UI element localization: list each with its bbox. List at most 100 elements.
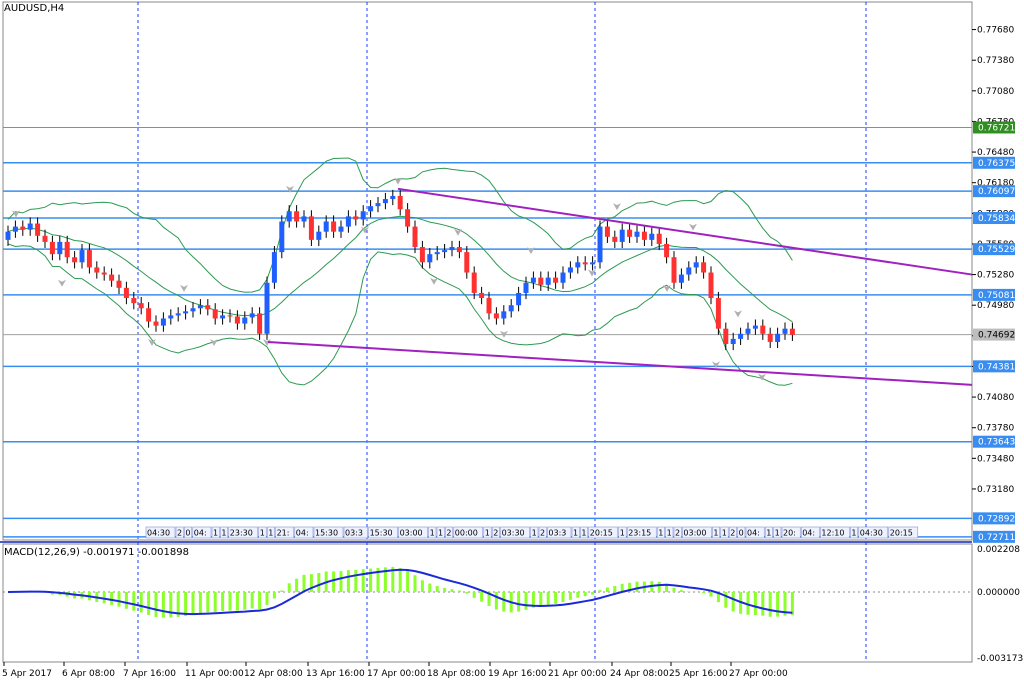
fractal-arrow-marker: [180, 284, 188, 292]
level-price-label: 0.75529: [978, 245, 1015, 255]
session-label-box: [228, 526, 259, 539]
level-price-label: 0.76375: [978, 159, 1015, 169]
session-label: 03:30: [502, 529, 525, 538]
candle-body: [257, 313, 263, 334]
candle-body: [27, 223, 33, 230]
channel-lower-trendline: [267, 340, 973, 386]
session-label-box: [850, 526, 859, 539]
candle-body: [390, 195, 396, 200]
candle-body: [582, 262, 588, 265]
session-label: 1: [573, 529, 578, 538]
fractal-arrow-marker: [361, 226, 369, 234]
candle-body: [456, 247, 462, 253]
session-label-box: [858, 526, 889, 539]
candle-body: [590, 262, 596, 265]
candle-body: [12, 226, 18, 232]
fractal-arrow-marker: [394, 177, 402, 185]
session-label-box: [673, 526, 682, 539]
candle-body: [789, 328, 795, 335]
time-axis-label: 27 Apr 00:00: [729, 669, 788, 679]
session-label: 1: [722, 529, 727, 538]
candle-body: [42, 235, 48, 242]
session-label: 00:00: [455, 529, 478, 538]
session-label-box: [294, 526, 314, 539]
candle-body: [72, 257, 78, 263]
session-label: 23:15: [628, 529, 651, 538]
candle-body: [360, 211, 366, 220]
candle-body: [538, 277, 544, 285]
time-axis-label: 18 Apr 08:00: [427, 669, 486, 679]
level-price-tag: [973, 243, 1015, 256]
candle-body: [449, 247, 455, 251]
session-label: 04:30: [860, 529, 883, 538]
candle-body: [279, 221, 285, 253]
candle-body: [353, 216, 359, 220]
session-label-box: [145, 526, 176, 539]
price-tick-label: 0.76180: [977, 179, 1014, 189]
candle-body: [131, 298, 137, 304]
candle-body: [242, 317, 248, 324]
candle-body: [752, 325, 758, 329]
session-label: 1: [268, 529, 273, 538]
session-label-box: [538, 526, 547, 539]
fractal-arrow-marker: [454, 228, 462, 236]
session-label-box: [184, 526, 193, 539]
session-label-box: [453, 526, 484, 539]
time-axis-label: 12 Apr 08:00: [244, 669, 303, 679]
candle-body: [323, 221, 329, 232]
session-label-box: [781, 526, 801, 539]
session-label-box: [580, 526, 589, 539]
candle-body: [634, 231, 640, 237]
fractal-arrow-marker: [430, 277, 438, 285]
fractal-arrow-marker: [500, 330, 508, 338]
session-label: 1: [221, 529, 226, 538]
fractal-arrow-marker: [263, 338, 271, 346]
session-label: 0: [185, 529, 190, 538]
session-label-box: [682, 526, 712, 539]
candle-body: [123, 287, 129, 299]
session-label: 1: [213, 529, 218, 538]
candle-body: [316, 231, 322, 240]
session-label-box: [764, 526, 773, 539]
candle-body: [286, 211, 292, 222]
session-label-box: [313, 526, 344, 539]
session-label-box: [745, 526, 765, 539]
symbol-label: AUDUSD,H4: [4, 3, 65, 14]
session-label: 1: [713, 529, 718, 538]
session-label: 1: [620, 529, 625, 538]
session-label-box: [626, 526, 657, 539]
price-tick-label: 0.76480: [977, 148, 1014, 158]
candle-body: [249, 313, 255, 318]
candle-body: [331, 221, 337, 232]
candle-body: [168, 315, 174, 319]
candle-body: [767, 333, 773, 342]
price-tick-label: 0.73180: [977, 485, 1014, 495]
candle-body: [775, 333, 781, 342]
candle-body: [730, 338, 736, 344]
time-axis-label: 6 Apr 08:00: [62, 669, 115, 679]
candle-body: [545, 277, 551, 285]
session-label: 12:10: [821, 529, 844, 538]
level-price-label: 0.75834: [978, 214, 1015, 224]
time-axis-label: 24 Apr 08:00: [610, 669, 669, 679]
candle-body: [264, 282, 270, 334]
candle-body: [678, 274, 684, 283]
candle-body: [405, 209, 411, 227]
session-label: 04:: [747, 529, 760, 538]
price-panel-frame: [2, 1, 973, 541]
candle-body: [501, 311, 507, 319]
session-label: 04:: [296, 529, 309, 538]
candle-body: [175, 313, 181, 316]
candle-body: [560, 272, 566, 283]
macd-indicator-label: MACD(12,26,9) -0.001971 -0.001898: [4, 547, 189, 558]
candle-body: [412, 226, 418, 248]
candle-body: [464, 252, 470, 273]
session-label: 23:30: [230, 529, 253, 538]
session-label: 1: [775, 529, 780, 538]
macd-signal-line: [7, 568, 793, 616]
session-label-box: [500, 526, 530, 539]
session-label-box: [428, 526, 437, 539]
candle-body: [138, 303, 144, 309]
